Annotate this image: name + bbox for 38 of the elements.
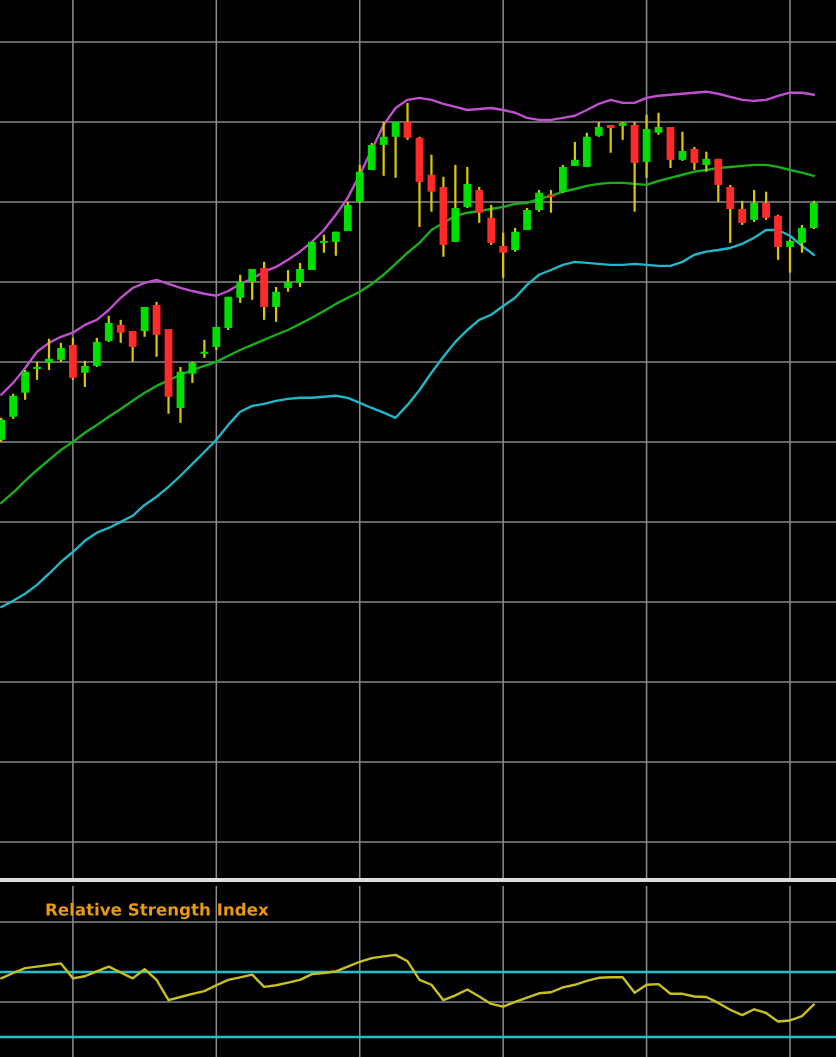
candlestick xyxy=(391,120,400,179)
candlestick xyxy=(128,329,137,363)
candlestick xyxy=(738,199,747,227)
candlestick xyxy=(80,359,89,389)
candlestick xyxy=(726,183,735,244)
candlestick xyxy=(236,273,245,304)
candlestick xyxy=(690,145,699,172)
candlestick xyxy=(678,130,687,162)
candlestick xyxy=(475,185,484,224)
candlestick xyxy=(606,123,615,154)
candlestick xyxy=(379,120,388,177)
candlestick xyxy=(750,188,759,223)
candlestick xyxy=(116,318,125,344)
candlestick xyxy=(272,285,280,323)
candlestick xyxy=(762,190,770,221)
candlestick xyxy=(511,226,519,253)
candlestick xyxy=(331,230,340,257)
candlestick xyxy=(403,101,412,141)
candlestick xyxy=(284,268,292,293)
candlestick xyxy=(463,165,472,210)
candlestick xyxy=(9,392,18,420)
candlestick xyxy=(535,188,543,213)
candlestick xyxy=(248,267,257,301)
candlestick xyxy=(499,231,508,279)
candlestick xyxy=(188,360,197,384)
candlestick xyxy=(547,188,555,214)
candlestick xyxy=(104,314,113,343)
candlestick xyxy=(21,368,29,401)
chart-title: Relative Strength Index xyxy=(46,902,269,920)
candlestick xyxy=(798,223,806,254)
candlestick xyxy=(427,153,436,213)
candlestick xyxy=(45,337,53,372)
candlestick xyxy=(57,341,65,363)
candlestick xyxy=(570,140,579,168)
candlestick xyxy=(786,238,794,274)
candlestick xyxy=(702,150,711,173)
candlestick xyxy=(296,261,304,289)
candlestick xyxy=(654,111,663,136)
